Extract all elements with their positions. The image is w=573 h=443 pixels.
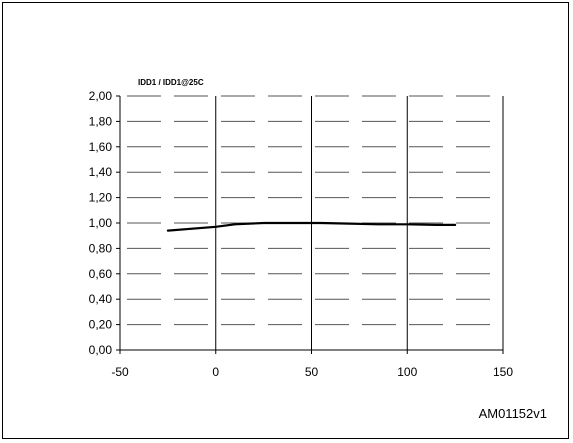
series-point	[454, 224, 456, 226]
y-tick-label: 1,60	[89, 140, 113, 154]
x-tick-label: 150	[493, 365, 513, 379]
series-point	[234, 223, 236, 226]
y-tick-marks	[116, 95, 120, 351]
figure-reference: AM01152v1	[479, 406, 547, 421]
y-tick-label: 0,40	[89, 292, 113, 306]
x-tick-label: 50	[305, 365, 319, 379]
series-point	[377, 223, 380, 226]
y-tick-label: 0,00	[89, 343, 113, 357]
series-point	[167, 229, 169, 232]
y-tick-label: 1,80	[89, 114, 113, 128]
series-point	[291, 222, 294, 224]
series-point	[320, 222, 322, 224]
series-point	[435, 224, 437, 226]
x-tick-label: 100	[397, 365, 417, 379]
y-tick-label: 2,00	[89, 89, 113, 103]
series-point	[406, 223, 409, 226]
idd1-ratio-chart: IDD1 / IDD1@25C 0,00 0,20 0,40 0,60 0,80 1,00…	[89, 78, 547, 421]
series-point	[349, 222, 351, 225]
y-tick-label: 1,40	[89, 165, 113, 179]
series-point	[214, 226, 217, 228]
x-tick-label: 0	[212, 365, 219, 379]
y-gridlines	[120, 95, 503, 326]
series-point	[262, 222, 265, 224]
y-tick-labels: 0,00 0,20 0,40 0,60 0,80 1,00 1,20 1,40 1,60 1,80…	[89, 89, 113, 357]
y-tick-label: 0,60	[89, 267, 113, 281]
figure-frame: IDD1 / IDD1@25C 0,00 0,20 0,40 0,60 0,80 1,00…	[2, 2, 569, 439]
x-tick-marks	[119, 350, 504, 354]
x-tick-labels: -50 0 50 100 150	[111, 365, 513, 379]
series-group	[166, 221, 457, 232]
y-tick-label: 0,80	[89, 241, 113, 255]
x-tick-label: -50	[111, 365, 129, 379]
y-tick-label: 1,20	[89, 191, 113, 205]
y-tick-label: 0,20	[89, 318, 113, 332]
y-tick-label: 1,00	[89, 216, 113, 230]
x-gridlines	[215, 96, 504, 350]
chart-title: IDD1 / IDD1@25C	[138, 78, 204, 87]
